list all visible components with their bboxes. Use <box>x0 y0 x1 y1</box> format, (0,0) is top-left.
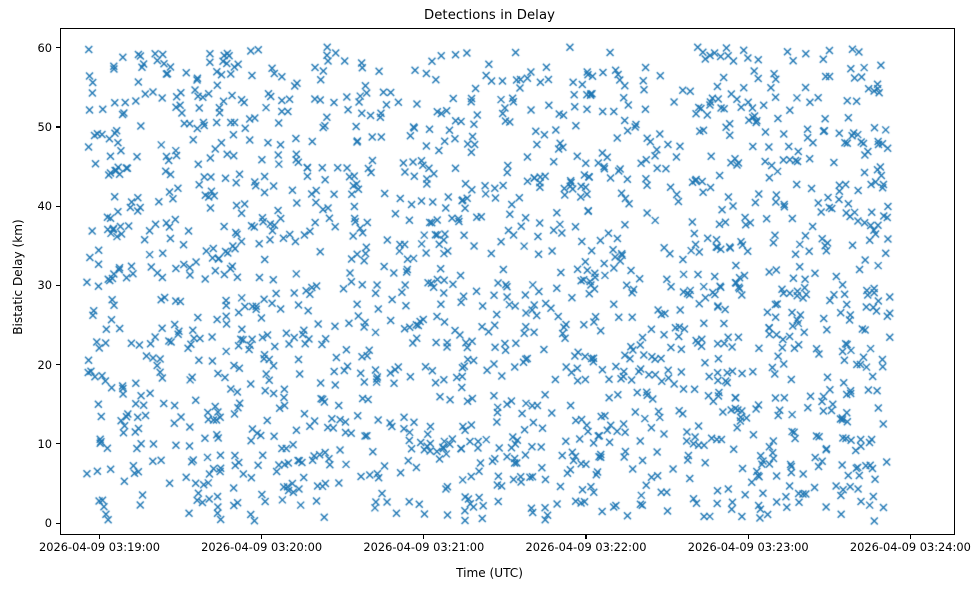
x-axis-label: Time (UTC) <box>456 566 523 580</box>
scatter-plot-axes <box>60 28 955 535</box>
x-tick-mark <box>98 535 100 539</box>
x-tick-label: 2026-04-09 03:24:00 <box>849 540 971 554</box>
x-tick-label: 2026-04-09 03:22:00 <box>525 540 647 554</box>
x-tick-label: 2026-04-09 03:23:00 <box>687 540 809 554</box>
x-tick-mark <box>585 535 587 539</box>
scatter-points-layer <box>61 29 954 534</box>
page-title: Detections in Delay <box>423 8 556 23</box>
y-axis-label: Bistatic Delay (km) <box>11 219 25 335</box>
x-tick-label: 2026-04-09 03:20:00 <box>201 540 323 554</box>
x-tick-mark <box>261 535 263 539</box>
x-tick-label: 2026-04-09 03:21:00 <box>363 540 485 554</box>
x-tick-mark <box>747 535 749 539</box>
x-tick-label: 2026-04-09 03:19:00 <box>38 540 160 554</box>
x-tick-mark <box>909 535 911 539</box>
x-tick-mark <box>423 535 425 539</box>
